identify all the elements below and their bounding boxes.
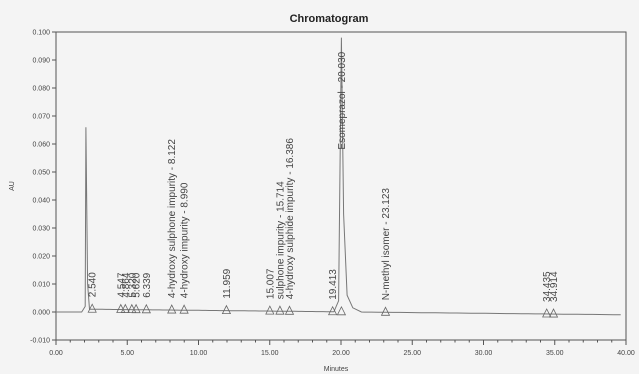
y-tick-label: 0.050 bbox=[32, 170, 50, 177]
chromatogram-trace bbox=[56, 37, 621, 316]
peak-marker bbox=[167, 304, 177, 314]
peak-label: 34.914 bbox=[549, 271, 560, 302]
x-tick-label: 0.00 bbox=[49, 350, 63, 357]
y-tick-label: 0.000 bbox=[32, 310, 50, 317]
y-tick-label: 0.060 bbox=[32, 142, 50, 149]
y-tick-label: 0.070 bbox=[32, 114, 50, 121]
peak-marker bbox=[275, 305, 285, 315]
peak-label: N-methyl isomer - 23.123 bbox=[381, 188, 392, 301]
peak-marker bbox=[141, 303, 151, 314]
peak-label: 4-hydroxy sulphide impurity - 16.386 bbox=[285, 138, 296, 300]
x-tick-label: 30.00 bbox=[475, 350, 493, 357]
y-tick-label: 0.030 bbox=[32, 226, 50, 233]
y-tick-label: 0.100 bbox=[32, 30, 50, 37]
peak-label: 11.959 bbox=[222, 268, 233, 298]
x-axis-label: Minutes bbox=[324, 366, 349, 373]
y-axis-label: AU bbox=[9, 181, 16, 191]
peak-label: 15.007 bbox=[265, 268, 276, 299]
peak-marker bbox=[380, 306, 391, 316]
peak-label: 2.540 bbox=[88, 272, 99, 297]
y-tick-label: 0.020 bbox=[32, 254, 50, 261]
x-tick-label: 15.00 bbox=[261, 350, 279, 357]
peak-label: 4-hydroxy impurity - 8.990 bbox=[180, 182, 191, 298]
peak-marker bbox=[284, 305, 295, 315]
y-tick-label: 0.090 bbox=[32, 58, 50, 65]
x-tick-label: 5.00 bbox=[120, 350, 134, 357]
x-tick-label: 25.00 bbox=[403, 350, 421, 357]
x-tick-label: 35.00 bbox=[546, 350, 564, 357]
peak-marker bbox=[179, 304, 189, 314]
peak-label: 5.620 bbox=[132, 272, 143, 297]
peak-marker bbox=[542, 308, 552, 318]
x-tick-label: 20.00 bbox=[332, 350, 350, 357]
peak-label: 6.339 bbox=[142, 272, 153, 297]
peak-marker bbox=[548, 308, 559, 318]
plot-area: -0.010 0.000 0.010 0.020 0.030 0.040 0.050 0.06… bbox=[30, 30, 635, 358]
peak-marker bbox=[120, 303, 130, 313]
y-tick-label: 0.010 bbox=[32, 282, 50, 289]
y-tick-label: -0.010 bbox=[30, 338, 50, 345]
y-tick-label: 0.080 bbox=[32, 86, 50, 93]
peak-label: 4.864 bbox=[121, 272, 132, 297]
y-tick-label: 0.040 bbox=[32, 198, 50, 205]
peak-label: 34.435 bbox=[542, 271, 553, 302]
peak-label: sulphone impurity - 15.714 bbox=[275, 181, 286, 299]
peak-label: 19.413 bbox=[328, 269, 339, 300]
peak-label: 4-hydroxy sulphone impurity - 8.122 bbox=[167, 139, 178, 298]
peak-label: 4.547 bbox=[116, 272, 127, 297]
peak-marker bbox=[131, 303, 141, 314]
peak-marker bbox=[87, 303, 97, 313]
x-tick-label: 10.00 bbox=[190, 350, 208, 357]
peak-label: 5.320 bbox=[127, 272, 138, 297]
peak-marker bbox=[327, 305, 338, 316]
peak-marker bbox=[265, 305, 275, 315]
peak-marker bbox=[221, 304, 232, 315]
peak-label: Esomeprazol - 20.030 bbox=[337, 51, 348, 149]
x-tick-label: 40.00 bbox=[617, 350, 635, 357]
chart-title: Chromatogram bbox=[290, 13, 369, 25]
peak-marker bbox=[336, 305, 347, 316]
peak-marker bbox=[116, 303, 126, 313]
